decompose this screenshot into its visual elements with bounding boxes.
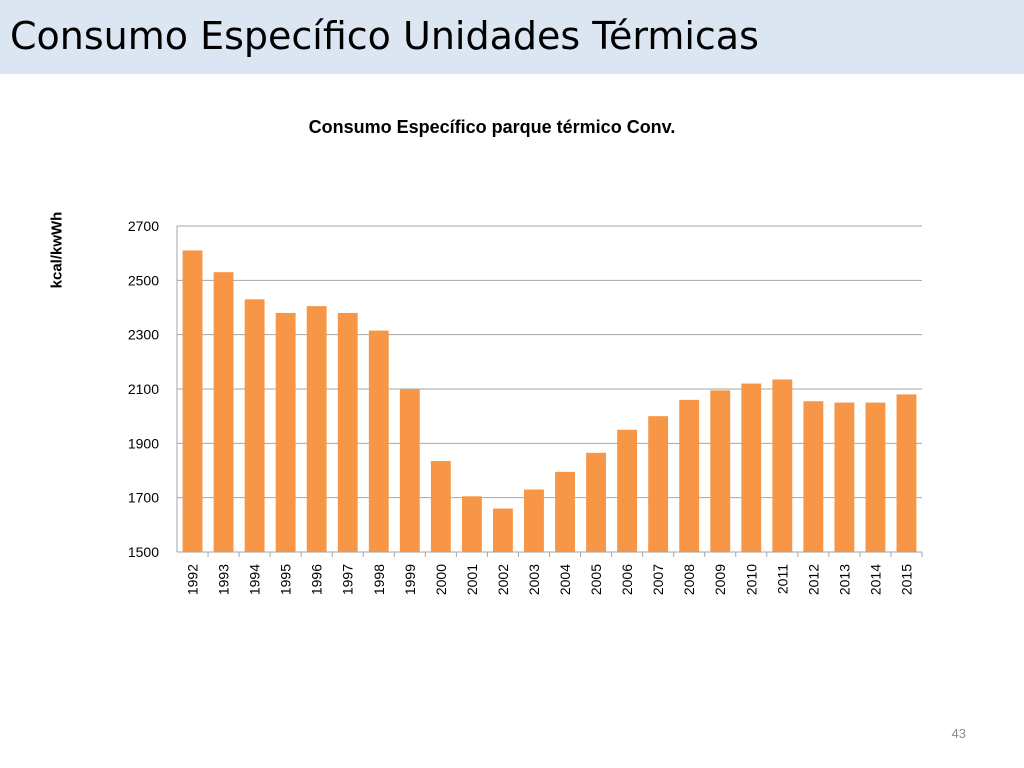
x-tick-label: 2012 xyxy=(805,564,821,595)
bar-2000 xyxy=(430,460,451,552)
bar-1996 xyxy=(306,306,327,552)
bar-2007 xyxy=(648,416,669,552)
x-tick-label: 1993 xyxy=(216,564,232,595)
bar-2006 xyxy=(617,429,638,552)
bar-2003 xyxy=(524,489,544,552)
title-bar: Consumo Específico Unidades Térmicas xyxy=(0,0,1024,74)
bar-1999 xyxy=(399,389,420,552)
x-tick-label: 2013 xyxy=(836,564,852,595)
bar-1995 xyxy=(275,312,296,552)
bar-2004 xyxy=(555,471,575,552)
bar-2009 xyxy=(710,390,731,552)
bar-1994 xyxy=(244,299,265,552)
x-tick-label: 2008 xyxy=(681,564,697,595)
x-tick-label: 2002 xyxy=(495,564,511,595)
y-tick-label: 2500 xyxy=(128,272,159,288)
slide-title: Consumo Específico Unidades Térmicas xyxy=(10,14,759,58)
y-tick-label: 1900 xyxy=(128,435,159,451)
bar-1992 xyxy=(182,250,203,552)
x-tick-label: 1997 xyxy=(340,564,356,595)
x-tick-label: 1992 xyxy=(185,564,201,595)
x-tick-label: 1996 xyxy=(309,564,325,595)
x-tick-label: 2011 xyxy=(774,564,790,594)
y-tick-label: 2100 xyxy=(128,381,159,397)
x-tick-label: 2001 xyxy=(464,564,480,595)
bar-1997 xyxy=(337,312,358,552)
x-tick-label: 2014 xyxy=(867,564,883,595)
bars xyxy=(182,250,917,552)
bar-1998 xyxy=(368,330,389,552)
bar-2002 xyxy=(493,508,513,552)
bar-2013 xyxy=(834,402,855,552)
x-tick-label: 2007 xyxy=(650,564,666,595)
bar-2001 xyxy=(461,496,482,552)
bar-2011 xyxy=(772,379,793,552)
x-tick-label: 2003 xyxy=(526,564,542,595)
x-tick-label: 2005 xyxy=(588,564,604,595)
y-tick-label: 2700 xyxy=(128,218,159,234)
bar-1993 xyxy=(213,272,234,552)
x-tick-label: 2006 xyxy=(619,564,635,595)
axes xyxy=(176,226,923,557)
chart-title: Consumo Específico parque térmico Conv. xyxy=(308,117,676,137)
x-tick-label: 2015 xyxy=(898,564,914,595)
x-tick-label: 2000 xyxy=(433,564,449,595)
x-tick-label: 2009 xyxy=(712,564,728,595)
bar-2008 xyxy=(679,399,700,552)
x-tick-label: 1994 xyxy=(247,564,263,595)
bar-2012 xyxy=(803,401,824,552)
x-tick-label: 1995 xyxy=(278,564,294,595)
y-tick-label: 1500 xyxy=(128,544,159,560)
page-number: 43 xyxy=(951,726,966,741)
y-tick-label: 2300 xyxy=(128,327,159,343)
bar-2014 xyxy=(865,402,886,552)
x-tick-label: 2010 xyxy=(743,564,759,595)
bar-2015 xyxy=(896,394,917,552)
tick-labels: 1500 1700 1900 2100 2300 2500 2700 1992 1993 1994… xyxy=(128,218,915,595)
bar-2005 xyxy=(586,452,606,552)
x-tick-label: 1998 xyxy=(371,564,387,595)
y-tick-label: 1700 xyxy=(128,490,159,506)
x-tick-label: 2004 xyxy=(557,564,573,595)
x-tick-label: 1999 xyxy=(402,564,418,595)
bar-2010 xyxy=(741,383,762,552)
